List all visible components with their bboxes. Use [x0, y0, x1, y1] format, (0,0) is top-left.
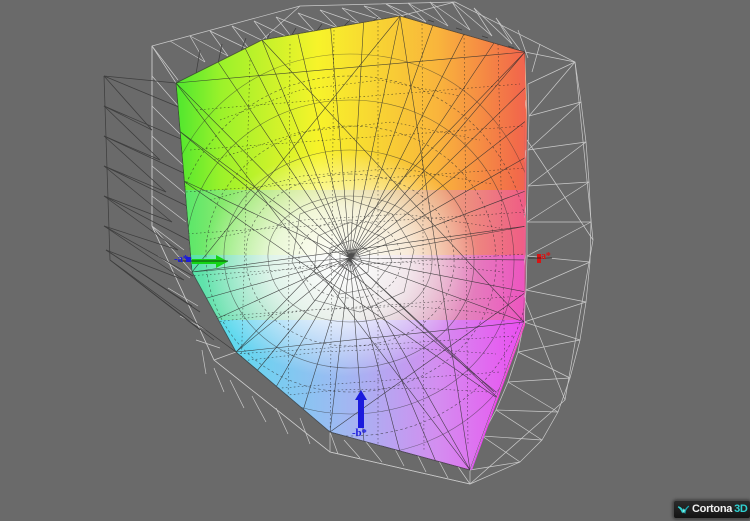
axis-label-pos-a: a* — [541, 251, 551, 262]
reference-gamut-wireframe — [151, 1, 594, 485]
cortona3d-badge[interactable]: Cortona 3D — [673, 500, 750, 519]
axis-marker-neg-b — [355, 390, 367, 428]
axis-marker-pos-a — [528, 254, 552, 263]
gamut-color-surface — [176, 16, 525, 470]
badge-name: Cortona — [692, 503, 733, 515]
axis-label-neg-b: -b* — [352, 427, 367, 439]
gamut-dotted-mesh — [183, 19, 525, 453]
axis-marker-neg-a — [178, 255, 228, 268]
axis-markers — [178, 254, 552, 428]
badge-suffix: 3D — [734, 503, 748, 515]
axis-label-neg-a: -a* — [174, 253, 189, 265]
cortona-leaf-icon — [677, 505, 690, 514]
